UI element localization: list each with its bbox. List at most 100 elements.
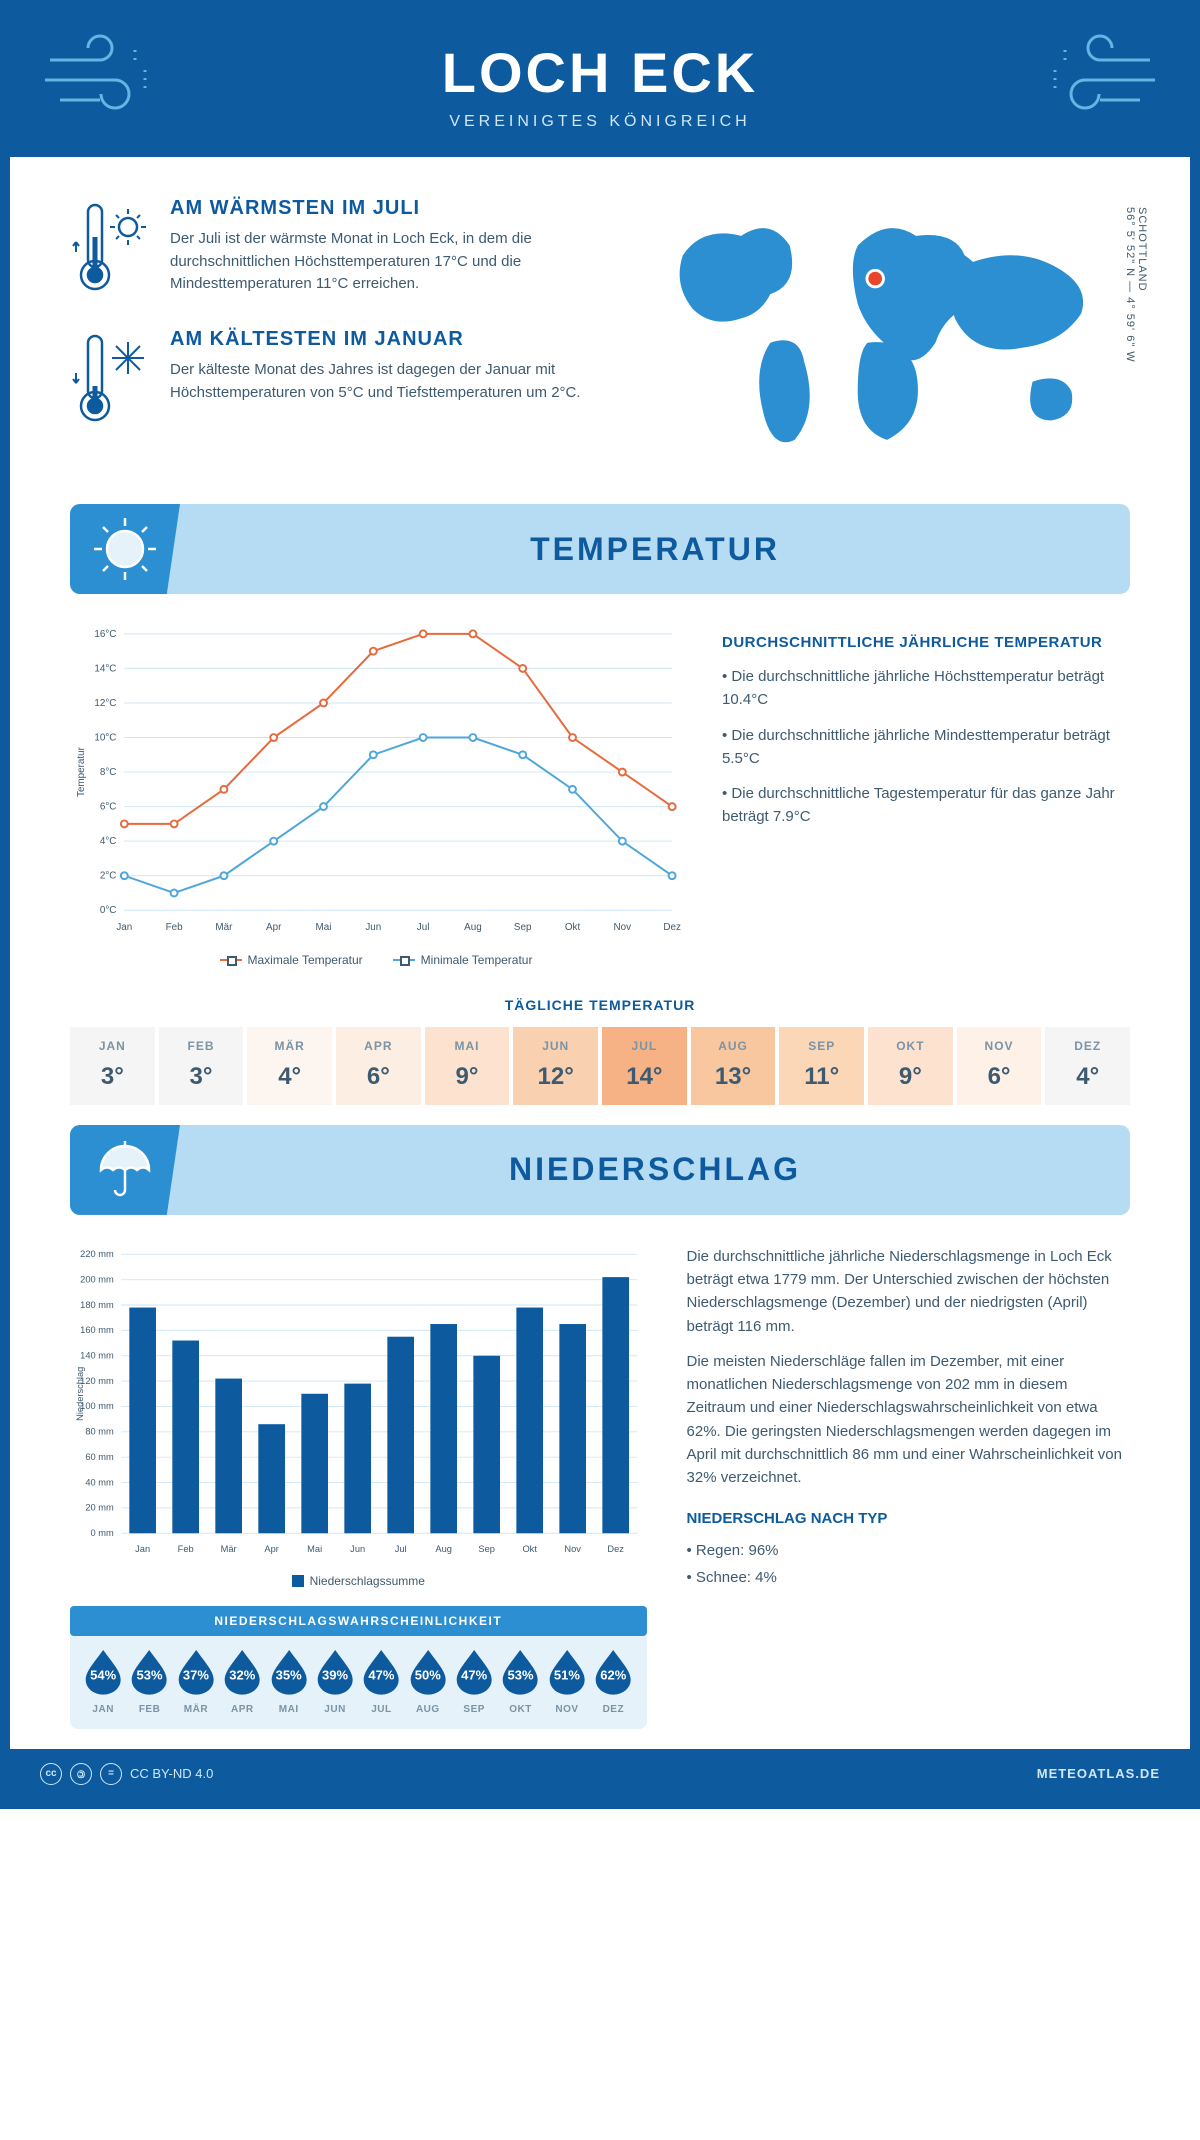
- daily-cell: MÄR4°: [247, 1027, 332, 1105]
- map-lon: 4° 59' 6" W: [1124, 297, 1136, 362]
- svg-text:12°C: 12°C: [94, 698, 116, 709]
- svg-text:Sep: Sep: [514, 922, 532, 933]
- svg-text:Sep: Sep: [478, 1544, 495, 1554]
- probability-value: 51%: [554, 1667, 580, 1682]
- svg-text:220 mm: 220 mm: [80, 1249, 114, 1259]
- daily-month: AUG: [691, 1039, 776, 1053]
- fact-coldest: AM KÄLTESTEN IM JANUAR Der kälteste Mona…: [70, 328, 604, 433]
- svg-text:6°C: 6°C: [100, 802, 117, 813]
- svg-text:Jun: Jun: [365, 922, 381, 933]
- svg-text:Mär: Mär: [215, 922, 233, 933]
- svg-text:140 mm: 140 mm: [80, 1350, 114, 1360]
- brand-text: METEOATLAS.DE: [1037, 1766, 1160, 1781]
- fact-warmest: AM WÄRMSTEN IM JULI Der Juli ist der wär…: [70, 197, 604, 302]
- probability-drop: 53% FEB: [128, 1648, 170, 1715]
- daily-month: DEZ: [1045, 1039, 1130, 1053]
- section-title-temp: TEMPERATUR: [180, 531, 1130, 568]
- probability-month: DEZ: [592, 1704, 634, 1715]
- svg-text:Nov: Nov: [564, 1544, 581, 1554]
- precip-legend-label: Niederschlagssumme: [310, 1574, 425, 1588]
- cc-icon: cc: [40, 1763, 62, 1785]
- daily-month: OKT: [868, 1039, 953, 1053]
- nd-icon: =: [100, 1763, 122, 1785]
- probability-value: 47%: [461, 1667, 487, 1682]
- daily-temp-title: TÄGLICHE TEMPERATUR: [70, 997, 1130, 1013]
- svg-text:0 mm: 0 mm: [91, 1528, 114, 1538]
- probability-drop: 32% APR: [221, 1648, 263, 1715]
- daily-month: JUN: [513, 1039, 598, 1053]
- top-row: AM WÄRMSTEN IM JULI Der Juli ist der wär…: [70, 197, 1130, 474]
- umbrella-icon: [93, 1138, 157, 1202]
- temp-stat-1: • Die durchschnittliche jährliche Höchst…: [722, 665, 1130, 712]
- fact-cold-title: AM KÄLTESTEN IM JANUAR: [170, 328, 604, 351]
- footer: cc 🄯 = CC BY-ND 4.0 METEOATLAS.DE: [10, 1749, 1190, 1799]
- daily-value: 13°: [691, 1063, 776, 1091]
- daily-cell: SEP 11°: [779, 1027, 864, 1105]
- svg-text:10°C: 10°C: [94, 732, 116, 743]
- precipitation-bar-chart: Niederschlag0 mm20 mm40 mm60 mm80 mm100 …: [70, 1245, 647, 1561]
- header: LOCH ECK VEREINIGTES KÖNIGREICH: [10, 10, 1190, 157]
- svg-text:Mai: Mai: [316, 922, 332, 933]
- probability-drop: 54% JAN: [82, 1648, 124, 1715]
- svg-text:20 mm: 20 mm: [85, 1503, 114, 1513]
- section-temperature: TEMPERATUR: [70, 504, 1130, 594]
- svg-text:Jan: Jan: [116, 922, 132, 933]
- daily-cell: JUL 14°: [602, 1027, 687, 1105]
- daily-cell: DEZ4°: [1045, 1027, 1130, 1105]
- daily-cell: JAN3°: [70, 1027, 155, 1105]
- precip-p1: Die durchschnittliche jährliche Niedersc…: [687, 1245, 1130, 1338]
- daily-month: NOV: [957, 1039, 1042, 1053]
- svg-text:Aug: Aug: [464, 922, 482, 933]
- svg-text:Aug: Aug: [435, 1544, 452, 1554]
- probability-value: 53%: [508, 1667, 534, 1682]
- probability-value: 54%: [90, 1667, 116, 1682]
- precip-p2: Die meisten Niederschläge fallen im Deze…: [687, 1350, 1130, 1490]
- world-map-svg: [644, 197, 1130, 469]
- daily-value: 6°: [336, 1063, 421, 1091]
- map-region: SCHOTTLAND: [1136, 207, 1148, 292]
- by-icon: 🄯: [70, 1763, 92, 1785]
- daily-cell: JUN 12°: [513, 1027, 598, 1105]
- section-precipitation: NIEDERSCHLAG: [70, 1125, 1130, 1215]
- svg-text:100 mm: 100 mm: [80, 1401, 114, 1411]
- daily-value: 9°: [868, 1063, 953, 1091]
- svg-text:40 mm: 40 mm: [85, 1477, 114, 1487]
- svg-text:Niederschlag: Niederschlag: [75, 1367, 85, 1421]
- temp-legend: Maximale Temperatur Minimale Temperatur: [70, 953, 682, 967]
- probability-drop: 47% JUL: [360, 1648, 402, 1715]
- svg-text:180 mm: 180 mm: [80, 1300, 114, 1310]
- daily-month: APR: [336, 1039, 421, 1053]
- svg-text:Jan: Jan: [135, 1544, 150, 1554]
- svg-text:14°C: 14°C: [94, 663, 116, 674]
- daily-value: 11°: [779, 1063, 864, 1091]
- daily-month: SEP: [779, 1039, 864, 1053]
- probability-month: MÄR: [175, 1704, 217, 1715]
- daily-cell: FEB3°: [159, 1027, 244, 1105]
- svg-text:160 mm: 160 mm: [80, 1325, 114, 1335]
- wind-icon: [40, 30, 160, 120]
- svg-text:Nov: Nov: [614, 922, 632, 933]
- precip-legend: Niederschlagssumme: [70, 1574, 647, 1588]
- probability-title: NIEDERSCHLAGSWAHRSCHEINLICHKEIT: [70, 1606, 647, 1636]
- license-text: CC BY-ND 4.0: [130, 1766, 213, 1781]
- daily-month: JUL: [602, 1039, 687, 1053]
- page-subtitle: VEREINIGTES KÖNIGREICH: [10, 113, 1190, 131]
- daily-value: 14°: [602, 1063, 687, 1091]
- probability-drop: 51% NOV: [546, 1648, 588, 1715]
- svg-text:16°C: 16°C: [94, 629, 116, 640]
- probability-month: NOV: [546, 1704, 588, 1715]
- probability-value: 39%: [322, 1667, 348, 1682]
- svg-text:2°C: 2°C: [100, 871, 117, 882]
- svg-text:Jul: Jul: [417, 922, 430, 933]
- daily-value: 12°: [513, 1063, 598, 1091]
- svg-text:Apr: Apr: [266, 922, 282, 933]
- probability-month: AUG: [407, 1704, 449, 1715]
- daily-cell: NOV 6°: [957, 1027, 1042, 1105]
- fact-warm-title: AM WÄRMSTEN IM JULI: [170, 197, 604, 220]
- thermometer-sun-icon: [70, 197, 150, 297]
- daily-value: 6°: [957, 1063, 1042, 1091]
- page-title: LOCH ECK: [10, 40, 1190, 105]
- precip-type-1: • Regen: 96%: [687, 1539, 1130, 1562]
- probability-drop: 47% SEP: [453, 1648, 495, 1715]
- probability-drop: 39% JUN: [314, 1648, 356, 1715]
